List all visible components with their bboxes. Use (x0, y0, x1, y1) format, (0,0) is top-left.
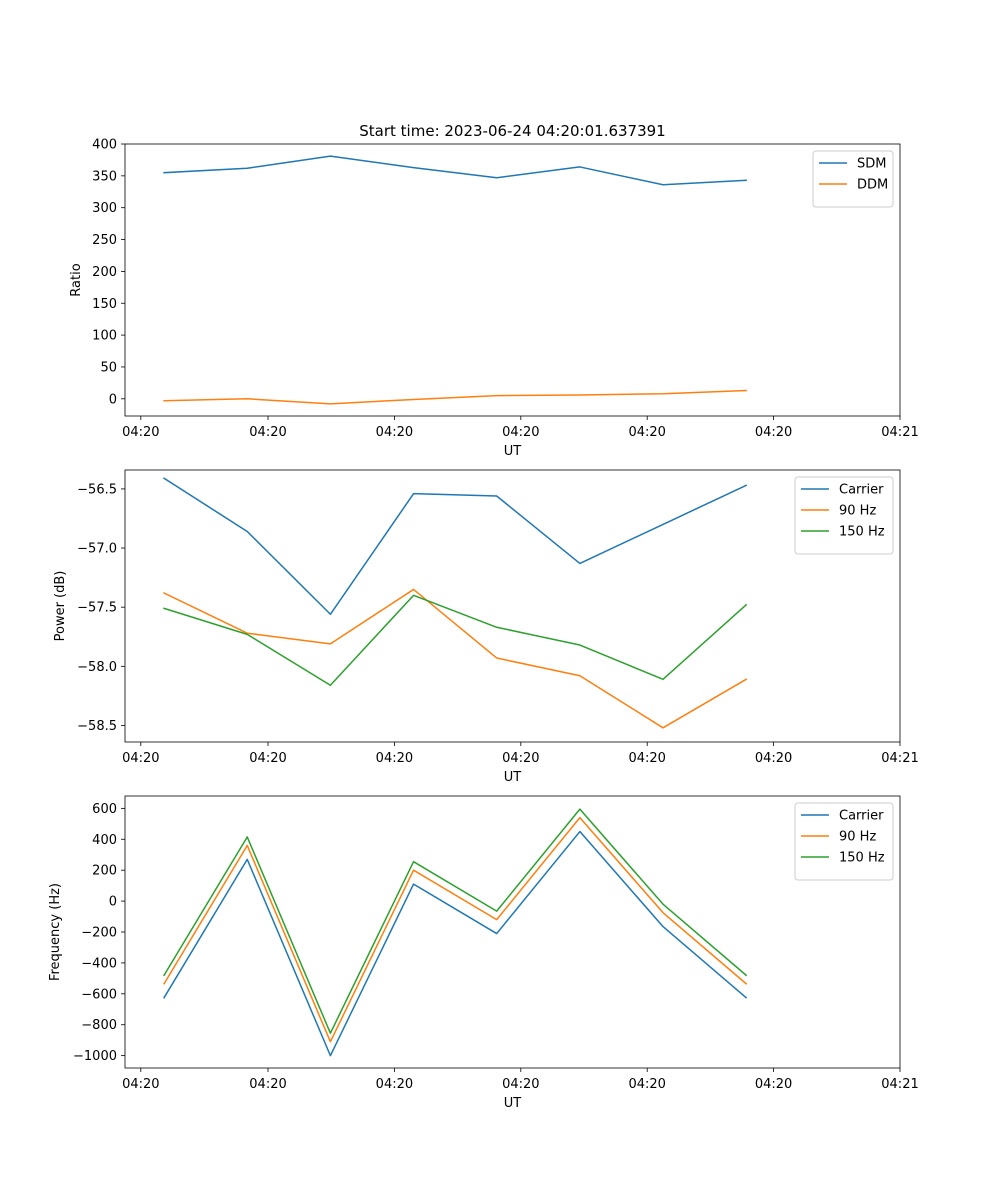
y-tick-label: 150 (92, 297, 117, 312)
legend-label: 150 Hz (839, 525, 885, 540)
legend: Carrier 90 Hz 150 Hz (794, 802, 894, 881)
x-tick-label: 04:20 (122, 1077, 159, 1092)
x-tick-label: 04:20 (249, 751, 286, 766)
series-line-1-1 (163, 155, 747, 186)
x-tick-label: 04:20 (376, 425, 413, 440)
x-tick-label: 04:20 (628, 751, 665, 766)
x-tick-label: 04:20 (376, 1077, 413, 1092)
y-tick-label: −200 (81, 926, 117, 941)
y-tick-label: 250 (92, 233, 117, 248)
x-tick-label: 04:20 (755, 751, 792, 766)
plot-frame (124, 143, 901, 417)
plot-frame (124, 795, 901, 1069)
y-axis-label: Frequency (Hz) (48, 883, 63, 981)
series-line-3-3 (163, 808, 748, 1034)
x-axis-label: UT (504, 770, 522, 785)
y-tick-label: −58.5 (77, 719, 117, 734)
y-tick-label: 200 (92, 265, 117, 280)
legend-label: SDM (857, 157, 886, 172)
series-line-2-2 (163, 588, 748, 729)
y-tick-label: 300 (92, 201, 117, 216)
series-line-3-2 (163, 816, 748, 1043)
x-tick-label: 04:20 (628, 425, 665, 440)
chart-panel-2: 04:20 04:20 04:20 04:20 04:20 04:20 04:21 −58.5… (53, 469, 919, 785)
x-axis-label: UT (504, 1096, 522, 1111)
x-tick-label: 04:20 (755, 1077, 792, 1092)
y-tick-label: −400 (81, 956, 117, 971)
series-line-1-2 (163, 389, 747, 405)
y-tick-label: −800 (81, 1018, 117, 1033)
legend-box (794, 476, 894, 555)
series-line-2-1 (163, 477, 748, 616)
x-tick-label: 04:20 (122, 751, 159, 766)
y-tick-label: 0 (109, 392, 117, 407)
y-tick-label: −600 (81, 987, 117, 1002)
x-tick-label: 04:21 (881, 751, 918, 766)
y-tick-label: −1000 (73, 1049, 117, 1064)
x-tick-label: 04:21 (881, 1077, 918, 1092)
series-line-3-1 (163, 830, 748, 1057)
x-axis-label: UT (504, 444, 522, 459)
y-tick-label: 200 (92, 864, 117, 879)
y-tick-label: −56.5 (77, 482, 117, 497)
chart-panel-3: 04:20 04:20 04:20 04:20 04:20 04:20 04:21 −1000… (48, 795, 919, 1111)
legend-box (794, 802, 894, 881)
legend-label: 150 Hz (839, 851, 885, 866)
y-tick-label: 50 (100, 360, 117, 375)
y-tick-label: 0 (109, 895, 117, 910)
y-tick-label: −58.0 (77, 660, 117, 675)
legend-label: 90 Hz (839, 830, 876, 845)
y-axis-label: Power (dB) (53, 571, 68, 642)
legend: SDM DDM (812, 150, 894, 208)
legend: Carrier 90 Hz 150 Hz (794, 476, 894, 555)
legend-label: Carrier (839, 809, 884, 824)
y-tick-label: 400 (92, 138, 117, 153)
x-tick-label: 04:20 (122, 425, 159, 440)
plot-frame (124, 469, 901, 743)
x-tick-label: 04:20 (502, 751, 539, 766)
legend-label: DDM (857, 178, 888, 193)
figure-title: Start time: 2023-06-24 04:20:01.637391 (359, 122, 665, 140)
x-tick-label: 04:20 (502, 425, 539, 440)
series-line-2-3 (163, 594, 748, 686)
x-tick-label: 04:20 (249, 1077, 286, 1092)
y-tick-label: 400 (92, 833, 117, 848)
x-tick-label: 04:20 (628, 1077, 665, 1092)
legend-label: Carrier (839, 483, 884, 498)
y-axis-label: Ratio (69, 263, 84, 296)
x-tick-label: 04:20 (249, 425, 286, 440)
legend-box (812, 150, 894, 208)
x-tick-label: 04:20 (755, 425, 792, 440)
x-tick-label: 04:20 (376, 751, 413, 766)
y-tick-label: 100 (92, 329, 117, 344)
x-tick-label: 04:20 (502, 1077, 539, 1092)
y-tick-label: 350 (92, 169, 117, 184)
y-tick-label: 600 (92, 802, 117, 817)
chart-panel-1: 04:20 04:20 04:20 04:20 04:20 04:20 04:21 0 50 10… (69, 138, 919, 460)
y-tick-label: −57.0 (77, 542, 117, 557)
x-tick-label: 04:21 (881, 425, 918, 440)
y-tick-label: −57.5 (77, 601, 117, 616)
legend-label: 90 Hz (839, 504, 876, 519)
